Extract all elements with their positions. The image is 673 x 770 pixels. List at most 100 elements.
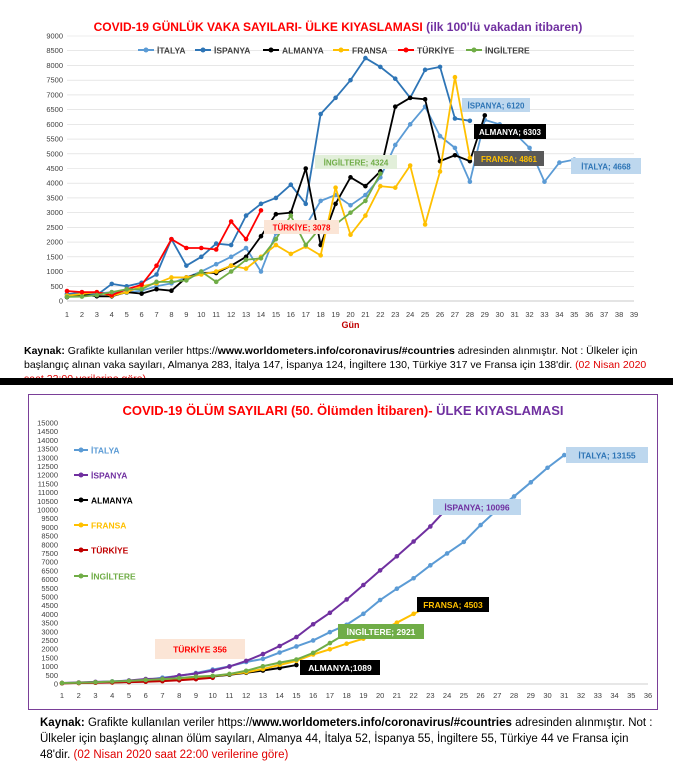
data-point-almanya: [392, 104, 398, 109]
y-tick-label: 9500: [41, 514, 58, 523]
legend-label-italya: İTALYA: [157, 46, 186, 56]
data-point-ingiltere: [228, 269, 234, 274]
y-tick-label: 5500: [46, 135, 63, 144]
data-point-italya: [377, 597, 383, 603]
x-tick-label: 21: [361, 310, 369, 319]
data-point-ispanya: [109, 281, 115, 287]
data-point-italya: [392, 142, 398, 148]
source-date: (02 Nisan 2020 saat 22:00 verilerine gör…: [73, 749, 289, 761]
x-tick-label: 16: [309, 691, 317, 700]
data-point-ingiltere: [363, 198, 368, 204]
x-tick-label: 28: [510, 691, 518, 700]
data-point-italya: [561, 452, 567, 458]
data-point-ispanya: [258, 201, 264, 207]
data-point-ispanya: [327, 610, 333, 616]
data-point-ingiltere: [310, 650, 316, 656]
title-part-red: COVID-19 ÖLÜM SAYILARI (50. Ölümden İtib…: [122, 403, 436, 418]
data-point-ingiltere: [378, 171, 383, 176]
data-point-ispanya: [411, 539, 416, 544]
y-tick-label: 7500: [41, 549, 58, 558]
x-tick-label: 1: [60, 691, 64, 700]
series-line-fransa: [66, 76, 471, 297]
y-tick-label: 0: [54, 680, 58, 689]
data-label-box-turkiye: [155, 639, 245, 659]
data-point-ingiltere: [76, 680, 82, 686]
x-tick-label: 32: [577, 691, 585, 700]
legend-marker-almanya: [268, 47, 274, 53]
data-point-ispanya: [392, 76, 398, 81]
legend-marker-ingiltere: [471, 47, 477, 53]
data-point-fransa: [437, 169, 443, 174]
data-point-fransa: [422, 222, 428, 227]
data-point-ingiltere: [227, 671, 232, 677]
data-point-ingiltere: [109, 679, 115, 684]
y-tick-label: 1500: [46, 252, 63, 261]
y-tick-label: 5500: [41, 584, 58, 593]
data-point-ingiltere: [176, 675, 182, 681]
data-point-ispanya: [154, 272, 159, 277]
x-tick-label: 24: [406, 310, 414, 319]
deaths-chart-frame: [28, 394, 658, 710]
title-part-purple: ÜLKE KIYASLAMASI: [436, 403, 563, 418]
deaths-svg: COVID-19 ÖLÜM SAYILARI (50. Ölümden İtib…: [37, 403, 652, 700]
y-tick-label: 13500: [37, 445, 58, 454]
data-point-ispanya: [277, 643, 282, 649]
data-point-ingiltere: [243, 668, 249, 674]
data-point-fransa: [363, 213, 368, 218]
series-line-ispanya: [61, 507, 448, 685]
y-tick-label: 6500: [41, 566, 58, 575]
data-point-ispanya: [318, 111, 323, 117]
y-tick-label: 2000: [41, 645, 58, 654]
data-point-ispanya: [213, 241, 219, 246]
title-part-red: COVID-19 GÜNLÜK VAKA SAYILARI- ÜLKE KIYA…: [94, 19, 426, 34]
data-point-fransa: [344, 641, 349, 647]
x-tick-label: 21: [393, 691, 401, 700]
legend-marker-almanya: [78, 497, 84, 503]
series-line-ingiltere: [61, 632, 348, 685]
x-tick-label: 6: [140, 310, 144, 319]
x-tick-label: 36: [585, 310, 593, 319]
x-tick-label: 12: [242, 691, 250, 700]
series-line-ispanya: [66, 57, 471, 297]
y-tick-label: 3500: [46, 193, 63, 202]
x-tick-label: 30: [496, 310, 504, 319]
data-point-italya: [277, 650, 282, 655]
data-point-almanya: [303, 166, 309, 171]
source-url[interactable]: www.worldometers.info/coronavirus/#count…: [217, 345, 455, 357]
data-point-fransa: [411, 611, 416, 617]
data-point-fransa: [273, 242, 279, 248]
data-point-ingiltere: [64, 294, 70, 300]
x-tick-label: 26: [436, 310, 444, 319]
data-point-ingiltere: [288, 213, 294, 218]
y-tick-label: 5000: [41, 593, 58, 602]
data-label-box-ingiltere: [315, 155, 397, 169]
data-point-turkiye: [79, 289, 85, 295]
x-tick-label: 27: [493, 691, 501, 700]
x-tick-label: 32: [525, 310, 533, 319]
data-point-almanya: [169, 288, 174, 293]
data-point-fransa: [467, 155, 473, 161]
y-tick-label: 5000: [46, 149, 63, 158]
legend-label-ispanya: İSPANYA: [91, 471, 127, 481]
y-tick-label: 9000: [46, 32, 63, 41]
y-tick-label: 10000: [37, 506, 58, 515]
y-tick-label: 12000: [37, 471, 58, 480]
x-tick-label: 35: [570, 310, 578, 319]
data-point-ispanya: [437, 64, 443, 70]
legend-label-turkiye: TÜRKİYE: [91, 546, 129, 556]
section-divider: [0, 378, 673, 385]
x-tick-label: 35: [627, 691, 635, 700]
source-url[interactable]: www.worldometers.info/coronavirus/#count…: [252, 717, 512, 729]
legend-label-fransa: FRANSA: [352, 46, 387, 56]
data-point-ingiltere: [109, 289, 115, 295]
y-tick-label: 3000: [46, 208, 63, 217]
data-point-italya: [228, 254, 234, 260]
y-tick-label: 14000: [37, 436, 58, 445]
x-tick-label: 13: [259, 691, 267, 700]
y-tick-label: 13000: [37, 453, 58, 462]
data-point-fransa: [348, 232, 353, 238]
x-tick-label: 15: [272, 310, 280, 319]
source-text: Grafikte kullanılan veriler https://: [67, 345, 218, 357]
data-point-fransa: [452, 74, 458, 80]
data-point-italya: [511, 494, 517, 499]
